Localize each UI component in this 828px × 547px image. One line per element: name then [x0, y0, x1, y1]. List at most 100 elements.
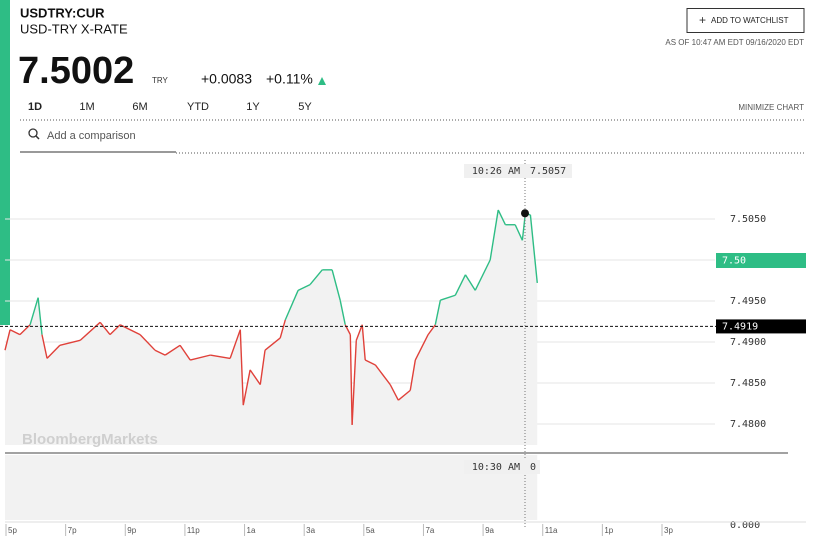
x-tick-label: 7a — [425, 526, 434, 535]
symbol: USDTRY:CUR — [20, 5, 105, 20]
y-tick-label: 7.4800 — [730, 419, 766, 430]
crosshair-time: 10:26 AM — [472, 166, 520, 177]
volume-tick-label: 0.000 — [730, 520, 760, 531]
price-line — [414, 334, 429, 361]
price-line — [29, 297, 39, 325]
price-line — [454, 274, 467, 296]
price-line — [349, 334, 353, 425]
crosshair-label-bg — [464, 164, 572, 178]
y-tick-label: 7.4900 — [730, 337, 766, 348]
x-tick-label: 5p — [8, 526, 17, 535]
volume-time: 10:30 AM — [472, 462, 520, 473]
price-line — [389, 384, 399, 401]
price-line — [464, 274, 476, 291]
price-line — [259, 350, 266, 385]
instrument-name: USD-TRY X-RATE — [20, 21, 128, 36]
price-line — [79, 321, 101, 341]
tab[interactable]: 5Y — [298, 101, 312, 113]
price-line — [154, 349, 166, 356]
price-line — [364, 359, 376, 366]
minimize-chart[interactable]: MINIMIZE CHART — [738, 103, 804, 112]
last-label: 7.50 — [722, 256, 746, 267]
price-line — [361, 324, 366, 361]
price-line — [179, 344, 191, 361]
button-label: ADD TO WATCHLIST — [711, 16, 789, 25]
tab[interactable]: 1M — [79, 101, 94, 113]
price-line — [331, 269, 341, 301]
y-tick-label: 7.4950 — [730, 296, 766, 307]
search-icon — [28, 128, 38, 138]
price-line — [264, 337, 281, 351]
price-line — [242, 369, 251, 406]
tab[interactable]: YTD — [187, 101, 209, 113]
crosshair-point — [521, 209, 529, 218]
prev-close-label: 7.4919 — [722, 321, 758, 332]
tabs: 1D 1M 6M YTD 1Y 5Y — [28, 101, 312, 113]
accent-bar — [0, 0, 10, 325]
tab[interactable]: 6M — [132, 101, 147, 113]
price-line — [355, 324, 363, 341]
price-line — [474, 259, 491, 291]
x-tick-label: 1a — [247, 526, 256, 535]
x-tick-label: 5a — [366, 526, 375, 535]
search-icon-handle — [35, 135, 40, 140]
x-tick-label: 11p — [187, 526, 200, 535]
price-line — [37, 297, 43, 335]
watermark: BloombergMarkets — [22, 431, 158, 448]
price-line — [249, 369, 261, 386]
change-pct: +0.11% — [266, 71, 313, 87]
as-of: AS OF 10:47 AM EDT 09/16/2020 EDT — [665, 38, 804, 47]
x-tick-label: 9p — [127, 526, 136, 535]
up-arrow — [318, 77, 326, 85]
x-tick-label: 11a — [545, 526, 558, 535]
price-line — [59, 339, 81, 346]
crosshair-value: 7.5057 — [530, 166, 566, 177]
plot: 7.50507.50007.49507.49007.48507.4800Bloo… — [0, 160, 806, 536]
prev-close-box — [716, 319, 806, 334]
price-line — [46, 344, 61, 359]
price-line — [339, 300, 346, 325]
price-line — [440, 294, 456, 301]
x-tick-label: 3p — [664, 526, 673, 535]
price-line — [351, 340, 357, 425]
price-line — [374, 364, 391, 386]
y-tick-label: 7.5050 — [730, 214, 766, 225]
price-line — [210, 354, 231, 360]
y-tick-label: 7.4850 — [730, 378, 766, 389]
volume-label-bg — [464, 460, 540, 474]
tab[interactable]: 1D — [28, 101, 42, 113]
price-line — [229, 329, 241, 359]
price-line — [497, 209, 506, 226]
x-tick-label: 3a — [306, 526, 315, 535]
change: +0.0083 — [201, 71, 252, 87]
price-line — [9, 329, 21, 336]
last-box — [716, 253, 806, 268]
tab[interactable]: 1Y — [246, 101, 260, 113]
price-line — [529, 214, 538, 284]
price-line — [19, 324, 31, 336]
price-line — [397, 389, 411, 401]
price-line — [119, 324, 141, 336]
watchlist-button[interactable]: + ADD TO WATCHLIST — [686, 8, 805, 33]
price-line — [41, 334, 48, 359]
button-border — [686, 8, 805, 33]
price: 7.5002 — [18, 50, 134, 92]
price-line — [514, 224, 523, 241]
price-line — [279, 319, 286, 339]
area — [5, 209, 538, 445]
price-line — [99, 321, 111, 336]
price-line — [164, 344, 181, 356]
price-line — [409, 359, 417, 391]
search-input[interactable]: Add a comparison — [47, 130, 136, 142]
price-line — [109, 324, 121, 336]
volume-area — [5, 455, 538, 520]
price-line — [427, 324, 436, 336]
x-tick-label: 1p — [604, 526, 613, 535]
x-tick-label: 9a — [485, 526, 494, 535]
price-line — [284, 290, 299, 321]
plus-icon: + — [699, 13, 706, 27]
price-line — [434, 300, 442, 325]
price-line — [190, 354, 211, 361]
price-line — [297, 283, 311, 291]
